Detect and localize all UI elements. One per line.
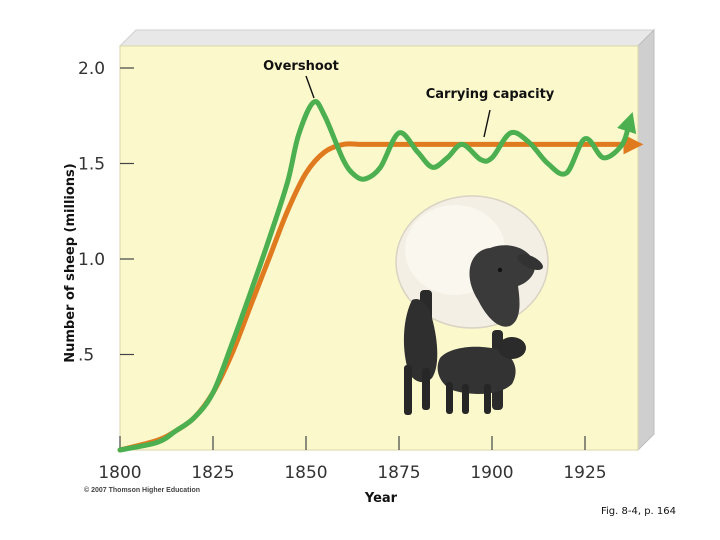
x-tick-label: 1825 (191, 463, 234, 483)
copyright-credit: © 2007 Thomson Higher Education (84, 486, 200, 494)
x-tick-label: 1850 (284, 463, 327, 483)
lamb-2-leg (462, 384, 469, 414)
ewe-eye (497, 267, 503, 273)
lamb-1-leg (404, 365, 412, 415)
ewe-ear (517, 253, 543, 271)
y-axis-label: Number of sheep (millions) (63, 163, 78, 363)
y-tick-label: 1.0 (78, 250, 105, 270)
plot-box-top-face (118, 29, 656, 47)
series-layer (117, 99, 644, 453)
y-axis: .5 1.0 1.5 2.0 (78, 59, 134, 366)
annotation-overshoot-pointer (305, 75, 315, 99)
lamb-2-head (498, 337, 526, 359)
annotation-overshoot: Overshoot (263, 59, 339, 74)
series-line-1 (117, 99, 637, 453)
sheep-illustration (395, 195, 549, 415)
y-tick-label: 2.0 (78, 59, 105, 79)
x-tick-label: 1800 (98, 463, 141, 483)
x-tick-label: 1900 (470, 463, 513, 483)
y-tick-label: .5 (78, 346, 94, 366)
x-axis: 1800 1825 1850 1875 1900 1925 (98, 436, 607, 483)
annotation-carrying-capacity: Carrying capacity (426, 87, 555, 102)
y-tick-label: 1.5 (78, 155, 105, 175)
ewe-head (469, 245, 535, 327)
lamb-1-body (403, 298, 438, 383)
figure-caption: Fig. 8-4, p. 164 (601, 506, 676, 517)
lamb-1-leg (422, 368, 430, 410)
lamb-2-body (437, 346, 516, 394)
x-axis-label: Year (364, 491, 398, 506)
x-tick-label: 1875 (377, 463, 420, 483)
lamb-2-leg (484, 384, 491, 414)
plot-box-side-face (637, 28, 655, 452)
plot-area (119, 45, 639, 451)
annotation-carrying-capacity-pointer (483, 109, 491, 138)
x-tick-label: 1925 (563, 463, 606, 483)
lamb-2-leg (446, 382, 453, 414)
